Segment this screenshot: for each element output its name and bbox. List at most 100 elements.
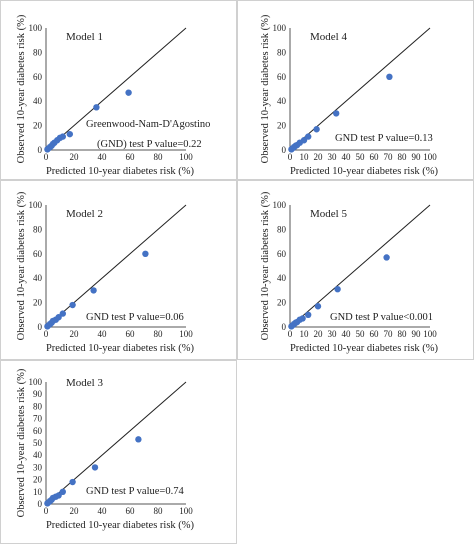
y-tick-label: 20 <box>33 121 43 131</box>
x-tick-label: 20 <box>70 152 80 162</box>
x-tick-label: 100 <box>179 152 193 162</box>
model-2-panel: 0 20 40 60 80 100 0 20 40 60 80 100 Model 2 GND test … <box>0 180 237 360</box>
y-tick-label: 100 <box>29 23 43 33</box>
model-label: Model 1 <box>66 31 103 43</box>
x-tick-label: 60 <box>370 329 380 339</box>
x-tick-label: 40 <box>98 506 108 516</box>
x-tick-label: 0 <box>288 329 293 339</box>
data-point <box>59 133 66 140</box>
data-point <box>91 464 99 471</box>
gnd-test-annotation: GND test P value=0.74 <box>86 486 184 497</box>
x-tick-label: 40 <box>98 329 108 339</box>
data-point <box>305 133 312 140</box>
x-tick-label: 0 <box>44 152 49 162</box>
y-tick-label: 60 <box>33 249 43 259</box>
reference-line <box>45 204 187 328</box>
x-tick-label: 80 <box>154 152 164 162</box>
x-tick-label: 70 <box>384 329 394 339</box>
y-tick-label: 60 <box>277 72 287 82</box>
model-4-panel: 0 10 20 30 40 50 60 70 80 90 100020406080100Model … <box>237 0 474 180</box>
data-point <box>55 492 62 499</box>
gnd-test-annotation: Greenwood-Nam-D'Agostino <box>86 119 210 130</box>
data-point <box>135 436 142 443</box>
y-tick-label: 90 <box>33 389 43 399</box>
x-tick-label: 60 <box>126 506 136 516</box>
data-point <box>383 254 390 261</box>
y-tick-label: 60 <box>277 249 287 259</box>
y-tick-label: 40 <box>33 450 43 460</box>
y-tick-label: 60 <box>33 72 43 82</box>
x-tick-label: 70 <box>384 152 394 162</box>
y-tick-label: 0 <box>38 145 43 155</box>
data-point <box>93 104 100 111</box>
model-1-panel: 0 20 40 60 80 100 0 20 40 60 80 100 Model 1 Greenwood… <box>0 0 237 180</box>
data-point <box>59 488 66 495</box>
y-tick-label: 40 <box>277 273 287 283</box>
y-tick-label: 100 <box>273 23 287 33</box>
data-point <box>69 478 76 486</box>
reference-line <box>289 27 431 151</box>
x-tick-label: 20 <box>314 329 324 339</box>
reference-line <box>45 381 187 505</box>
model-label: Model 4 <box>310 31 347 43</box>
data-point <box>314 303 322 310</box>
y-tick-label: 20 <box>33 475 43 485</box>
y-tick-label: 20 <box>277 298 287 308</box>
y-tick-label: 80 <box>33 224 43 234</box>
x-tick-label: 10 <box>300 329 310 339</box>
y-tick-label: 20 <box>277 121 287 131</box>
gnd-test-annotation: (GND) test P value=0.22 <box>97 139 202 150</box>
y-tick-label: 80 <box>33 401 43 411</box>
y-tick-label: 60 <box>33 426 43 436</box>
reference-line <box>45 27 187 151</box>
x-axis-title: Predicted 10-year diabetes risk (%) <box>290 343 439 354</box>
data-point <box>305 311 312 318</box>
x-axis-title: Predicted 10-year diabetes risk (%) <box>290 166 439 177</box>
y-axis-title: Observed 10-year diabetes risk (%) <box>16 14 27 163</box>
y-tick-label: 0 <box>38 322 43 332</box>
data-point <box>386 73 393 81</box>
x-tick-label: 80 <box>398 329 408 339</box>
x-axis-title: Predicted 10-year diabetes risk (%) <box>46 520 195 531</box>
y-axis-title: Observed 10-year diabetes risk (%) <box>16 191 27 340</box>
data-point <box>142 250 149 257</box>
model-label: Model 3 <box>66 377 103 389</box>
y-tick-label: 70 <box>33 414 43 424</box>
x-tick-label: 100 <box>423 329 437 339</box>
x-axis-title: Predicted 10-year diabetes risk (%) <box>46 166 195 177</box>
y-tick-label: 30 <box>33 462 43 472</box>
reference-line <box>289 204 431 328</box>
y-tick-label: 40 <box>33 273 43 283</box>
gnd-test-annotation: GND test P value<0.001 <box>330 312 433 323</box>
x-tick-label: 100 <box>179 506 193 516</box>
x-tick-label: 50 <box>356 329 366 339</box>
y-tick-label: 40 <box>33 96 43 106</box>
x-tick-label: 90 <box>412 152 422 162</box>
y-tick-label: 0 <box>282 145 287 155</box>
model-label: Model 5 <box>310 208 347 220</box>
x-tick-label: 0 <box>288 152 293 162</box>
data-point <box>299 315 306 322</box>
y-tick-label: 80 <box>277 47 287 57</box>
y-tick-label: 100 <box>29 377 43 387</box>
x-tick-label: 80 <box>398 152 408 162</box>
data-point <box>59 310 66 317</box>
y-tick-label: 50 <box>33 438 43 448</box>
x-tick-label: 40 <box>98 152 108 162</box>
data-point <box>334 285 341 293</box>
panel-frame <box>0 0 237 180</box>
x-tick-label: 0 <box>44 329 49 339</box>
data-point <box>55 314 62 321</box>
y-tick-label: 80 <box>33 47 43 57</box>
panel-frame <box>0 180 237 360</box>
x-tick-label: 30 <box>328 152 338 162</box>
data-point <box>125 89 132 96</box>
x-tick-label: 40 <box>342 329 352 339</box>
data-point <box>333 110 340 117</box>
y-tick-label: 100 <box>29 200 43 210</box>
data-point <box>66 130 74 138</box>
gnd-test-annotation: GND test P value=0.06 <box>86 312 184 323</box>
x-tick-label: 100 <box>179 329 193 339</box>
